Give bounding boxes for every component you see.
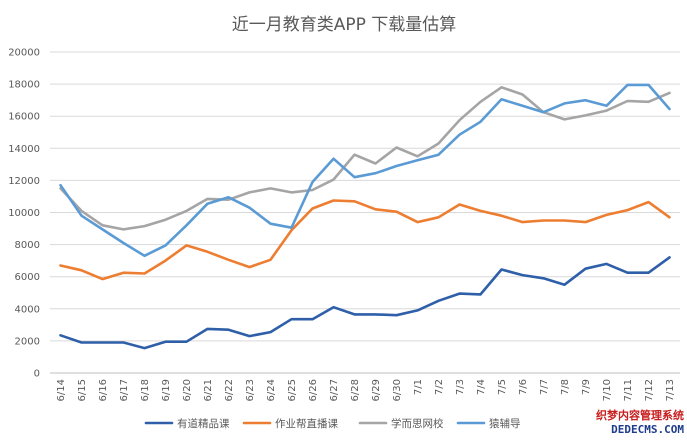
series-line — [59, 83, 671, 258]
x-tick-label: 6/21 — [203, 379, 214, 401]
x-axis-tick-labels: 6/14 6/15 6/16 6/17 6/18 6/19 6/20 6/21 6/22 6/23… — [56, 379, 676, 401]
y-tick-label: 2000 — [15, 336, 40, 347]
x-tick-label: 6/14 — [56, 379, 67, 401]
y-tick-label: 6000 — [15, 272, 40, 283]
legend: 有道精品课 作业帮直播课 学而思网校 猿辅导 — [144, 417, 521, 430]
x-tick-label: 7/5 — [497, 379, 508, 395]
y-tick-label: 20000 — [8, 48, 40, 59]
x-tick-label: 6/24 — [266, 379, 277, 401]
y-tick-label: 4000 — [15, 304, 40, 315]
x-tick-label: 6/29 — [371, 379, 382, 401]
x-tick-label: 6/23 — [245, 379, 256, 401]
x-tick-label: 7/13 — [665, 379, 676, 401]
y-tick-label: 10000 — [8, 208, 40, 219]
watermark-line2: DEDECMS.COM — [611, 423, 684, 436]
legend-label: 作业帮直播课 — [275, 417, 338, 430]
x-tick-label: 7/12 — [644, 379, 655, 401]
x-tick-label: 6/20 — [182, 379, 193, 401]
x-tick-label: 7/4 — [476, 379, 487, 395]
x-tick-label: 6/17 — [119, 379, 130, 401]
x-tick-label: 6/19 — [161, 379, 172, 401]
y-tick-label: 8000 — [15, 240, 40, 251]
watermark: 织梦内容管理系统 DEDECMS.COM — [596, 408, 684, 436]
x-tick-label: 7/6 — [518, 379, 529, 395]
x-tick-label: 7/7 — [539, 379, 550, 395]
x-tick-label: 6/30 — [392, 379, 403, 401]
series-line — [59, 86, 671, 231]
x-tick-label: 7/1 — [413, 379, 424, 395]
x-tick-label: 7/9 — [581, 379, 592, 395]
x-tick-label: 7/3 — [455, 379, 466, 395]
y-tick-label: 16000 — [8, 112, 40, 123]
series-line — [59, 256, 671, 350]
legend-label: 有道精品课 — [177, 417, 230, 430]
x-tick-label: 6/15 — [77, 379, 88, 401]
x-tick-label: 7/10 — [602, 379, 613, 401]
x-tick-label: 6/26 — [308, 379, 319, 401]
watermark-line1: 织梦内容管理系统 — [596, 408, 684, 422]
x-tick-label: 7/11 — [623, 379, 634, 401]
legend-label: 学而思网校 — [391, 417, 444, 430]
x-tick-label: 7/2 — [434, 379, 445, 395]
x-tick-label: 6/28 — [350, 379, 361, 401]
series-line — [59, 199, 671, 281]
x-tick-label: 7/8 — [560, 379, 571, 395]
x-tick-label: 6/25 — [287, 379, 298, 401]
y-tick-label: 14000 — [8, 144, 40, 155]
y-tick-label: 12000 — [8, 176, 40, 187]
series-lines — [59, 83, 671, 350]
chart-title: 近一月教育类APP 下载量估算 — [232, 15, 457, 35]
x-tick-label: 6/16 — [98, 379, 109, 401]
x-tick-label: 6/18 — [140, 379, 151, 401]
y-axis-tick-labels: 0 2000 4000 6000 8000 10000 12000 14000 16000 180… — [8, 48, 40, 380]
y-tick-label: 0 — [34, 369, 40, 380]
y-tick-label: 18000 — [8, 80, 40, 91]
x-tick-label: 6/22 — [224, 379, 235, 401]
x-tick-label: 6/27 — [329, 379, 340, 401]
gridlines — [50, 51, 680, 374]
legend-label: 猿辅导 — [489, 417, 521, 430]
